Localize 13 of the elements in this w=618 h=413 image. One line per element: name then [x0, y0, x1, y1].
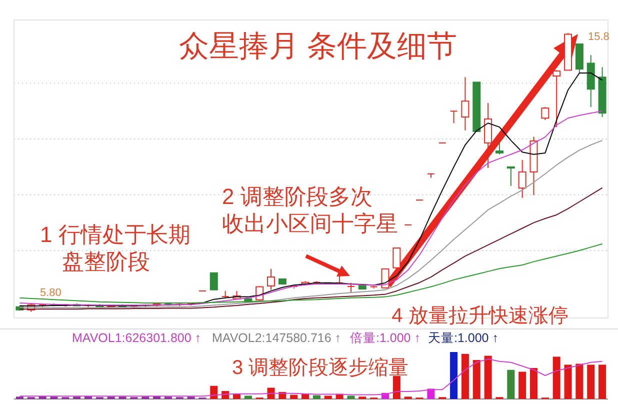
annotation: 3 调整阶段逐步缩量: [232, 357, 409, 379]
annotation: 2 调整阶段多次: [222, 184, 372, 209]
text: MAVOL2:147580.716 ↑: [212, 331, 342, 345]
annotation: 4 放量拉升快速涨停: [392, 305, 568, 327]
annotation: 1 行情处于长期: [40, 222, 190, 247]
annotation: 盘整阶段: [62, 249, 150, 274]
annotation: 5.80: [40, 287, 62, 299]
text: 天量:1.000 ↑: [428, 331, 498, 345]
annotation: 15.8: [588, 31, 610, 43]
text: 倍量:1.000 ↑: [350, 331, 420, 345]
annotation: 收出小区间十字星: [222, 211, 398, 236]
chart-title: 众星捧月 条件及细节: [178, 30, 458, 63]
text: MAVOL1:626301.800 ↑: [72, 331, 202, 345]
